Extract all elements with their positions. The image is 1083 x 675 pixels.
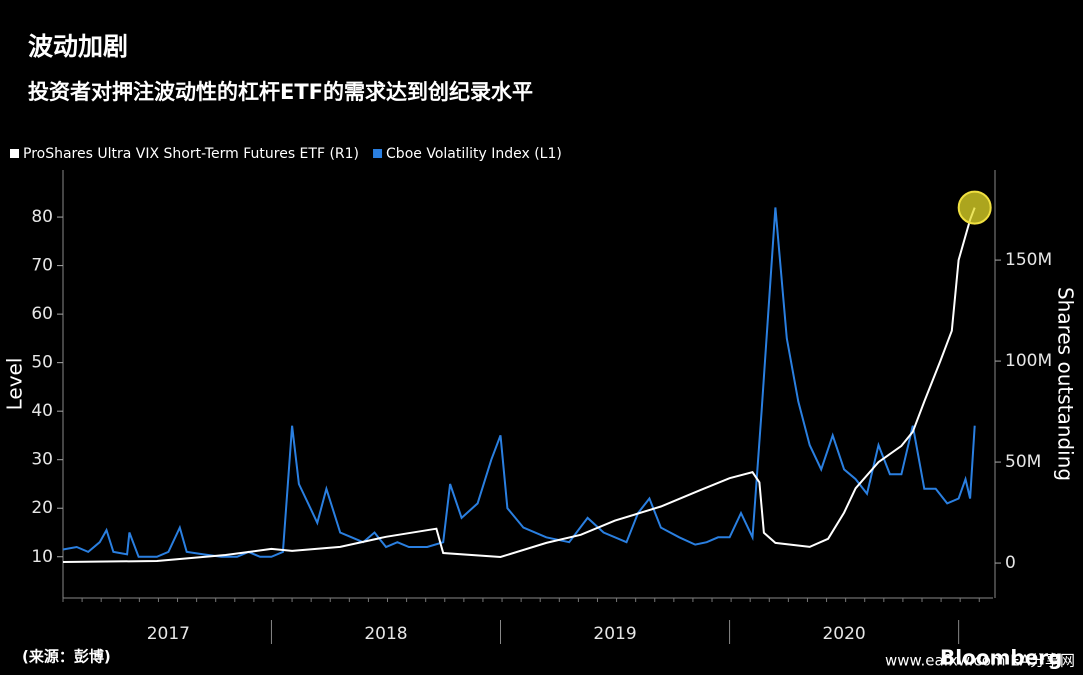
highlight <box>957 190 992 225</box>
y-tick-label: 70 <box>31 256 53 276</box>
legend-label: ProShares Ultra VIX Short-Term Futures E… <box>23 146 359 162</box>
y-tick-label: 30 <box>31 450 53 470</box>
legend-swatch <box>373 149 383 158</box>
legend-swatch <box>10 149 19 158</box>
y-axis-label: Level <box>3 358 27 411</box>
x-tick-label: 2020 <box>822 624 865 644</box>
x-tick-label: 2017 <box>147 624 190 644</box>
y-tick-label: 80 <box>31 207 53 227</box>
watermark: www.eafxw.com EA分享网 <box>885 652 1075 670</box>
y-tick-label: 50 <box>31 353 53 373</box>
source: (来源：彭博) <box>22 648 111 666</box>
x-tick-label: 2019 <box>593 624 636 644</box>
legend-label: Cboe Volatility Index (L1) <box>386 146 562 162</box>
y-tick-label: 40 <box>31 401 53 421</box>
series-line <box>62 207 976 563</box>
y2-tick-label: 0 <box>1005 553 1016 573</box>
x-tick-label: 2018 <box>364 624 407 644</box>
y2-tick-label: 150M <box>1005 250 1052 270</box>
y2-tick-label: 50M <box>1005 452 1041 472</box>
y2-tick-label: 100M <box>1005 351 1052 371</box>
y2-axis-label: Shares outstanding <box>1054 287 1078 481</box>
y-tick-label: 60 <box>31 304 53 324</box>
y-tick-label: 20 <box>31 498 53 518</box>
y-tick-label: 10 <box>31 547 53 567</box>
series-line <box>62 207 976 558</box>
chart-title: 波动加剧 <box>28 32 128 61</box>
chart-subtitle: 投资者对押注波动性的杠杆ETF的需求达到创纪录水平 <box>28 80 533 104</box>
logo: Bloomberg <box>940 646 1062 670</box>
